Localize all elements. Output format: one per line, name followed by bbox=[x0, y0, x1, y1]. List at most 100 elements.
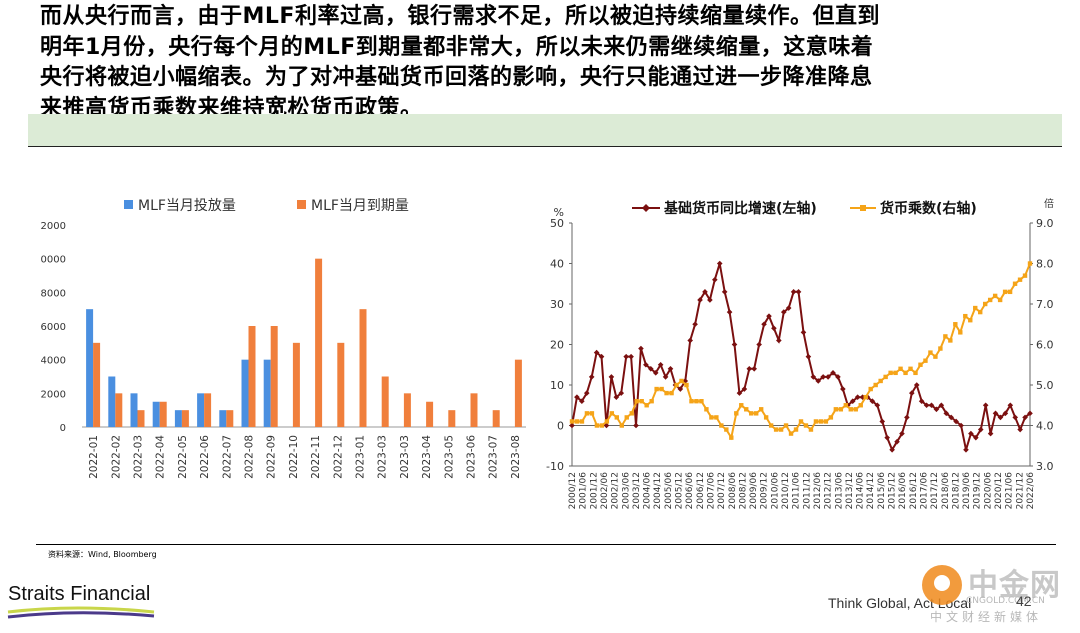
bar bbox=[263, 359, 271, 427]
series-point bbox=[953, 322, 958, 327]
series-point bbox=[574, 394, 580, 400]
series-point bbox=[918, 362, 923, 367]
line-x-tick: 2001/06 bbox=[579, 472, 589, 510]
legend-label: 货币乘数(右轴) bbox=[879, 200, 977, 217]
series-point bbox=[674, 382, 679, 388]
series-point bbox=[608, 374, 615, 380]
series-point bbox=[948, 414, 955, 421]
body-paragraph: 而从央行而言，由于MLF利率过高，银行需求不足，所以被迫持续缩量续作。但直到 明… bbox=[40, 4, 880, 121]
series-point bbox=[594, 423, 600, 428]
bar-x-tick: 2022-04 bbox=[155, 435, 167, 479]
line-x-tick: 2021/12 bbox=[1015, 472, 1025, 509]
line-x-tick: 2007/06 bbox=[706, 472, 716, 510]
series-point bbox=[820, 374, 826, 380]
bar bbox=[359, 309, 367, 427]
line-x-tick: 2006/06 bbox=[685, 472, 695, 510]
bar bbox=[108, 376, 116, 427]
line-x-tick: 2018/06 bbox=[941, 472, 951, 510]
bar bbox=[315, 258, 323, 427]
series-point bbox=[982, 402, 989, 409]
line-x-tick: 2019/06 bbox=[962, 472, 972, 510]
series-point bbox=[712, 276, 718, 283]
series-point bbox=[726, 309, 733, 315]
left-y-tick: -10 bbox=[546, 460, 564, 473]
series-point bbox=[893, 370, 898, 376]
bar-x-tick: 2023-07 bbox=[488, 435, 500, 479]
line-x-axis: 2000/12 2001/06 2001/12 2002/06 2002/12 2003/… bbox=[568, 472, 1036, 510]
series-point bbox=[997, 297, 1003, 303]
series-point bbox=[634, 399, 639, 404]
line-x-tick: 2019/12 bbox=[973, 472, 983, 509]
bar-x-tick: 2023-05 bbox=[443, 435, 455, 479]
series-point bbox=[923, 402, 930, 409]
series-point bbox=[953, 418, 959, 425]
series-point bbox=[968, 430, 974, 437]
series-point bbox=[633, 422, 639, 429]
series-point bbox=[878, 378, 883, 384]
series-point bbox=[719, 423, 724, 428]
line-x-tick: 2005/12 bbox=[675, 472, 685, 509]
left-y-tick: 50 bbox=[550, 217, 564, 230]
series-point bbox=[933, 406, 940, 413]
left-unit: % bbox=[554, 206, 564, 219]
source-note: 资料来源：Wind, Bloomberg bbox=[48, 550, 157, 559]
bar-x-tick: 2022-09 bbox=[266, 435, 278, 479]
bar bbox=[204, 393, 212, 427]
series-point bbox=[795, 289, 802, 295]
brand-logo: Straits Financial bbox=[8, 583, 151, 605]
series-point bbox=[579, 419, 585, 424]
series-point bbox=[768, 423, 774, 428]
series-point bbox=[963, 313, 968, 319]
legend-marker bbox=[860, 205, 866, 211]
series-point bbox=[835, 374, 841, 380]
series-point bbox=[873, 382, 878, 388]
series-point bbox=[1012, 281, 1018, 286]
line-x-tick: 2009/12 bbox=[760, 472, 770, 509]
bar-x-tick: 2022-01 bbox=[88, 435, 100, 479]
series-point bbox=[588, 374, 595, 380]
series-point bbox=[868, 386, 873, 392]
series-point bbox=[699, 399, 704, 404]
line-x-tick: 2009/06 bbox=[749, 472, 759, 510]
series-point bbox=[823, 419, 829, 424]
series-point bbox=[838, 407, 844, 412]
line-x-tick: 2003/06 bbox=[621, 472, 631, 510]
line-axes: -10 0 10 20 30 40 50 3.0 4.0 5.0 6.0 7.0 8.0 9.0% 倍 bbox=[546, 197, 1054, 473]
line-x-tick: 2017/06 bbox=[919, 472, 929, 510]
series-point bbox=[659, 386, 664, 392]
series-point bbox=[958, 330, 963, 335]
series-point bbox=[761, 321, 767, 328]
series-point bbox=[692, 321, 698, 328]
left-y-tick: 10 bbox=[550, 379, 564, 392]
bar bbox=[248, 326, 256, 427]
series-point bbox=[913, 382, 920, 388]
series-point bbox=[589, 411, 595, 416]
series-point bbox=[624, 415, 629, 420]
line-x-tick: 2016/06 bbox=[898, 472, 908, 510]
line-x-tick: 2007/12 bbox=[717, 472, 727, 509]
bar bbox=[270, 326, 278, 427]
line-x-tick: 2005/06 bbox=[664, 472, 674, 510]
series-point bbox=[963, 447, 969, 453]
series-point bbox=[751, 366, 758, 372]
series-point bbox=[997, 414, 1004, 421]
series-line bbox=[571, 263, 1031, 453]
series-point bbox=[909, 390, 915, 396]
left-y-tick: 20 bbox=[550, 339, 564, 352]
line-x-tick: 2000/12 bbox=[568, 472, 578, 509]
bar-x-tick: 2022-03 bbox=[133, 435, 145, 479]
series-point bbox=[908, 366, 913, 371]
bar-x-tick: 2022-12 bbox=[332, 435, 344, 479]
bar-x-tick: 2022-11 bbox=[310, 435, 322, 479]
series-point bbox=[833, 407, 839, 412]
series-point bbox=[978, 309, 983, 315]
line-x-tick: 2016/12 bbox=[909, 472, 919, 509]
series-point bbox=[863, 394, 868, 400]
page-number: 42 bbox=[1016, 593, 1032, 609]
bar-y-tick: 8000 bbox=[41, 288, 66, 299]
bar bbox=[492, 410, 500, 427]
line-x-tick: 2015/06 bbox=[877, 472, 887, 510]
series-point bbox=[1002, 289, 1008, 295]
series-point bbox=[810, 374, 817, 380]
series-point bbox=[753, 411, 759, 416]
